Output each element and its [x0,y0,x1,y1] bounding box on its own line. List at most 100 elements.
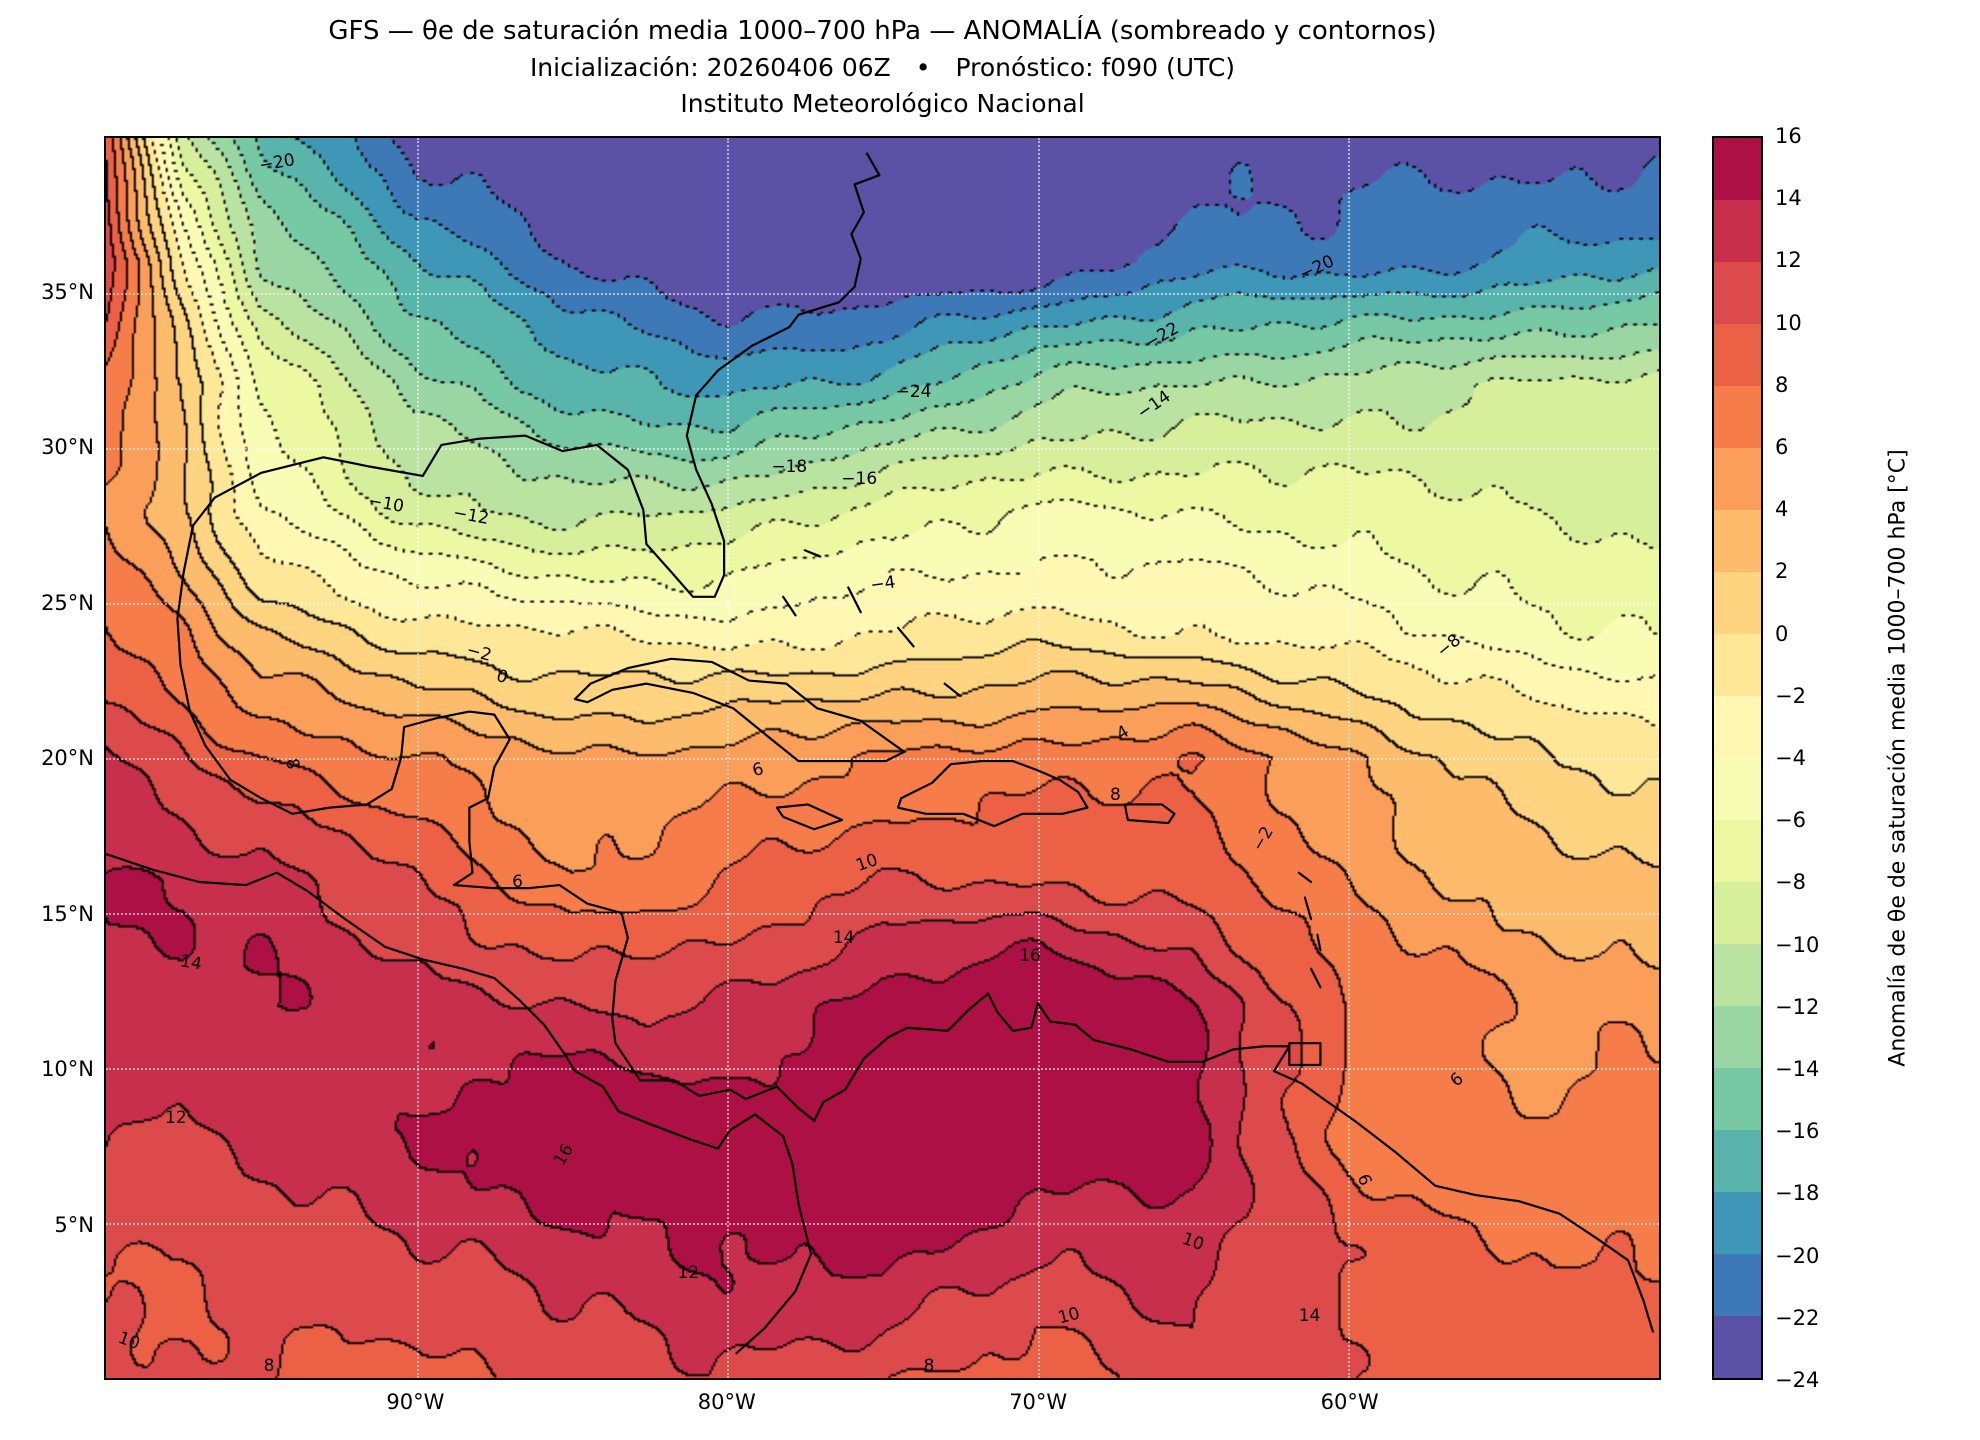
contour-label: −12 [451,503,491,530]
colorbar-tick: 12 [1775,248,1802,273]
contour-label: 6 [750,759,767,782]
contour-label: −4 [868,572,897,597]
gridline [106,1068,1659,1070]
coastline [896,759,1089,828]
coastline [1288,1042,1322,1067]
colorbar-band [1714,386,1761,448]
y-axis-tick: 35°N [41,279,94,304]
contour-label: 10 [1179,1228,1207,1255]
colorbar-band [1714,510,1761,572]
contour-label: −20 [1296,251,1338,285]
colorbar-band [1714,696,1761,758]
colorbar-tick: −18 [1775,1181,1820,1206]
contour-label: 0 [493,666,511,689]
colorbar-tick: 10 [1775,310,1802,335]
x-axis-tick: 60°W [1320,1390,1379,1414]
colorbar-band [1714,882,1761,944]
contour-label: −18 [771,456,808,477]
colorbar-tick: 8 [1775,372,1789,397]
y-axis-tick-labels: 35°N 30°N 25°N 20°N 15°N 10°N 5°N [0,136,94,1380]
chart-subtitle-init-forecast: Inicialización: 20260406 06Z • Pronóstic… [529,53,1236,82]
colorbar-band [1714,1130,1761,1192]
coastline [803,549,822,558]
contour-label: 6 [512,872,523,892]
coastline [943,682,962,698]
colorbar-band [1714,262,1761,324]
coastline [573,657,906,763]
gridline [106,603,1659,605]
colorbar-band [1714,572,1761,634]
chart-subtitle-institution: Instituto Meteorológico Nacional [680,89,1085,118]
coastline-overlay [106,152,1654,1355]
colorbar-tick: 16 [1775,124,1802,148]
colorbar-band [1714,820,1761,882]
coastline [896,626,915,648]
colorbar [1712,136,1763,1380]
colorbar-band [1714,448,1761,510]
contour-label: 8 [281,757,304,772]
colorbar-bands [1714,138,1761,1378]
colorbar-tick: −24 [1775,1368,1820,1392]
contour-label: 12 [677,1262,700,1283]
x-axis-tick: 90°W [386,1390,445,1414]
y-axis-tick: 15°N [41,901,94,926]
colorbar-tick: −12 [1775,994,1820,1019]
contour-label: −24 [895,382,932,403]
contour-label: −22 [1141,318,1183,355]
contour-label: 6 [1352,1171,1376,1189]
colorbar-band [1714,1316,1761,1378]
coastline [847,586,862,614]
colorbar-band [1714,200,1761,262]
gridline [106,293,1659,295]
coastline [1123,803,1176,825]
contour-label: 14 [1298,1306,1321,1326]
contour-label: 10 [853,850,881,877]
gridline [106,1223,1659,1225]
coastline [1303,896,1313,921]
gridline-layer [106,138,1659,1378]
contour-label: 8 [1110,785,1121,806]
colorbar-tick: −22 [1775,1305,1820,1330]
x-axis-tick: 80°W [697,1390,756,1414]
contour-label: −14 [1133,386,1175,424]
coastline [106,852,813,1355]
gridline [106,448,1659,450]
colorbar-band [1714,1254,1761,1316]
x-axis-tick: 70°W [1009,1390,1068,1414]
coastline [176,570,816,1122]
contour-label: 4 [1113,721,1133,745]
colorbar-band [1714,138,1761,200]
gridline [106,913,1659,915]
contour-label: −16 [841,469,878,489]
coastline [782,595,797,617]
colorbar-tick: −6 [1775,808,1806,833]
coastline [1297,871,1313,884]
colorbar-tick: −4 [1775,746,1806,770]
contour-label: 8 [923,1355,935,1376]
chart-title: GFS — θe de saturación media 1000–700 hP… [328,16,1437,46]
colorbar-axis-label: Anomalía de θe de saturación media 1000–… [1885,449,1911,1067]
y-axis-tick: 5°N [54,1212,94,1237]
colorbar-tick: −14 [1775,1057,1820,1081]
contour-label-layer: −20 −24 −22 −20 −14 −18 −16 −10 −12 −4 −2 0 −8 8 6 4 8 −2… [106,138,1659,1378]
gridline [106,758,1659,760]
coastline [813,992,1654,1333]
contour-label: 14 [179,950,204,975]
map-plot-area: −20 −24 −22 −20 −14 −18 −16 −10 −12 −4 −2 0 −8 8 6 4 8 −2… [104,136,1661,1380]
coastline [1309,967,1322,989]
colorbar-tick: −20 [1775,1243,1820,1268]
contour-label: 16 [550,1140,579,1170]
contour-label: −8 [1433,630,1466,663]
coastline [182,152,881,598]
contour-label: 6 [1446,1069,1468,1092]
contour-label: 12 [165,1107,187,1128]
colorbar-band [1714,634,1761,696]
colorbar-band [1714,1192,1761,1254]
contour-label: 14 [832,927,855,948]
y-axis-tick: 30°N [41,435,94,459]
contour-label: 16 [1019,946,1041,967]
colorbar-tick: 2 [1775,559,1789,584]
colorbar-band [1714,1006,1761,1068]
contour-label: 8 [263,1355,275,1376]
